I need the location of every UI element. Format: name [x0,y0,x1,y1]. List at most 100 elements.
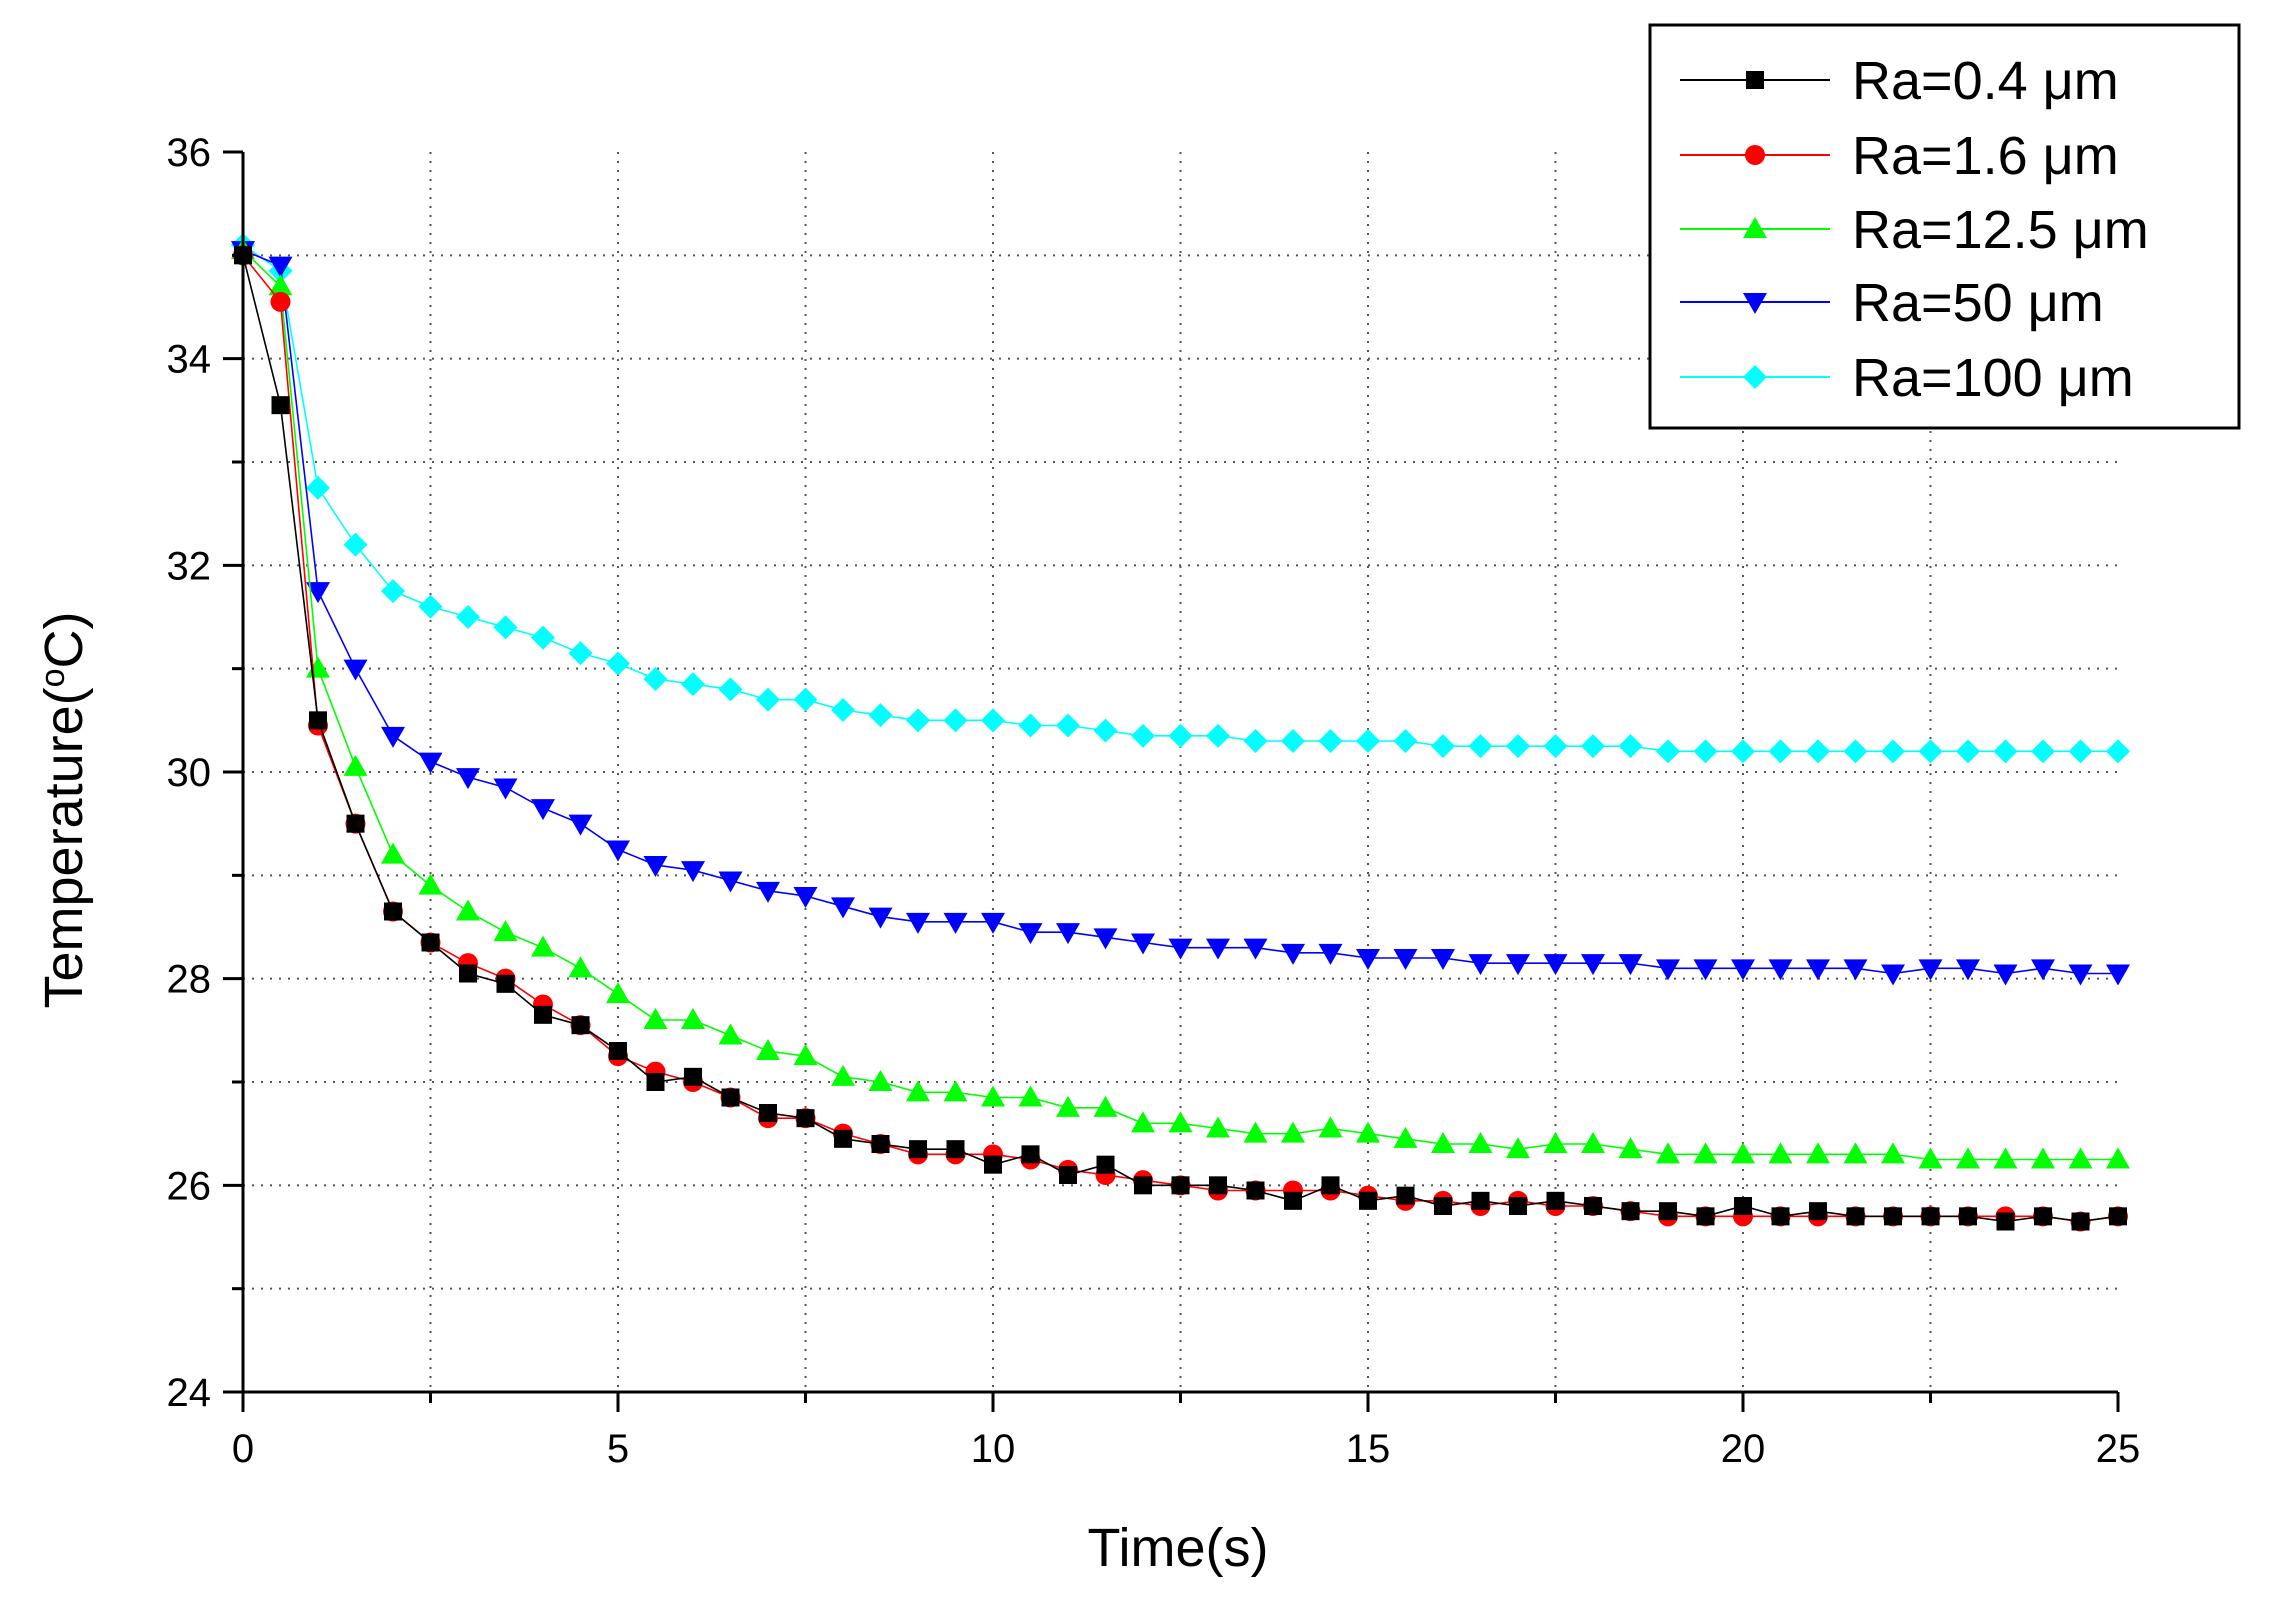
data-point [268,274,293,296]
data-point [1093,718,1118,743]
data-point [906,912,930,934]
data-point [718,1023,743,1045]
data-point [1018,923,1043,945]
data-point [456,899,480,921]
data-point [459,964,477,983]
data-point [270,291,291,312]
data-point [343,532,368,557]
data-point [868,907,893,929]
data-point [2031,959,2055,981]
data-point [1431,1132,1455,1153]
series-ra-12-5-m [231,238,2130,1169]
data-point [1281,943,1305,965]
legend: Ra=0.4 μm Ra=1.6 μm Ra=12.5 μm Ra=50 μm Ra=1… [1648,23,2241,430]
legend-label: Ra=50 μm [1852,273,2104,333]
data-point [793,687,818,712]
data-point [943,1080,968,1102]
data-point [306,582,330,604]
data-point [1468,734,1493,759]
data-point [1018,1085,1043,1107]
x-tick-label: 25 [2096,1427,2141,1471]
data-point [606,840,630,862]
data-point [1506,734,1530,759]
data-point [1993,964,2018,986]
data-point [609,1042,627,1060]
data-point [1918,1147,1943,1169]
data-point [1318,729,1343,753]
data-point [1768,739,1793,764]
data-point [1584,1197,1602,1215]
series-ra-0-4-m [234,246,2127,1231]
data-point [1393,1126,1418,1148]
y-axis-title-tail: C) [34,611,94,668]
x-tick-label: 0 [232,1427,254,1471]
data-point [2106,739,2130,764]
y-tick-label: 28 [167,958,212,1002]
data-point [1356,949,1380,970]
data-point [681,672,705,697]
data-point [1843,739,1868,764]
data-point [1618,734,1643,759]
data-point [868,703,893,728]
data-point [1921,1207,1940,1226]
data-point [1243,938,1268,960]
legend-marker [1745,145,1765,165]
data-point [946,1140,965,1159]
data-point [2106,964,2130,986]
data-point [756,881,780,903]
data-point [1396,1186,1415,1205]
data-point [496,974,515,993]
data-point [793,1044,818,1066]
data-point [1506,954,1530,976]
grid-lines [243,152,2118,1392]
data-point [1468,1132,1493,1153]
data-point [571,1016,590,1035]
data-point [1356,729,1380,753]
data-point [421,933,440,952]
data-point [493,920,518,942]
data-point [1734,1197,1752,1215]
data-point [456,605,480,629]
data-point [793,887,818,908]
data-point [1881,964,1905,986]
x-tick-label: 15 [1346,1427,1391,1471]
data-point [1731,959,1755,981]
data-point [1206,1116,1230,1138]
x-tick-label: 20 [1721,1427,1766,1471]
data-point [1918,959,1943,981]
legend-marker [1743,293,1767,314]
y-tick-label: 24 [167,1371,212,1415]
data-point [1843,959,1868,981]
data-point [831,698,855,722]
data-point [831,1064,855,1086]
data-point [831,897,855,919]
x-axis-title: Time(s) [1088,1518,1269,1578]
data-point [1318,943,1343,965]
y-axis-title-main: Temperature( [34,687,94,1008]
data-point [1131,1111,1155,1133]
data-point [1206,938,1230,960]
data-point [1956,959,1980,981]
data-point [1281,1121,1305,1143]
data-point [1543,1132,1568,1153]
data-point [1581,734,1605,759]
data-point [1543,734,1568,759]
data-point [1731,739,1755,764]
data-point [1768,1142,1793,1164]
data-point [1993,739,2018,764]
data-point [568,956,593,978]
data-point [984,1155,1002,1174]
data-point [1393,949,1418,970]
data-point [756,687,780,712]
y-tick-label: 34 [167,338,212,382]
legend-marker [1743,217,1767,238]
data-point [759,1104,777,1122]
data-point [1956,1147,1980,1169]
y-axis-title: Temperature(oC) [34,611,94,1008]
data-point [568,641,593,666]
data-point [1056,923,1080,945]
data-point [1171,1176,1190,1195]
data-point [1656,1142,1680,1164]
data-point [1018,713,1043,738]
data-point [1243,1121,1268,1143]
